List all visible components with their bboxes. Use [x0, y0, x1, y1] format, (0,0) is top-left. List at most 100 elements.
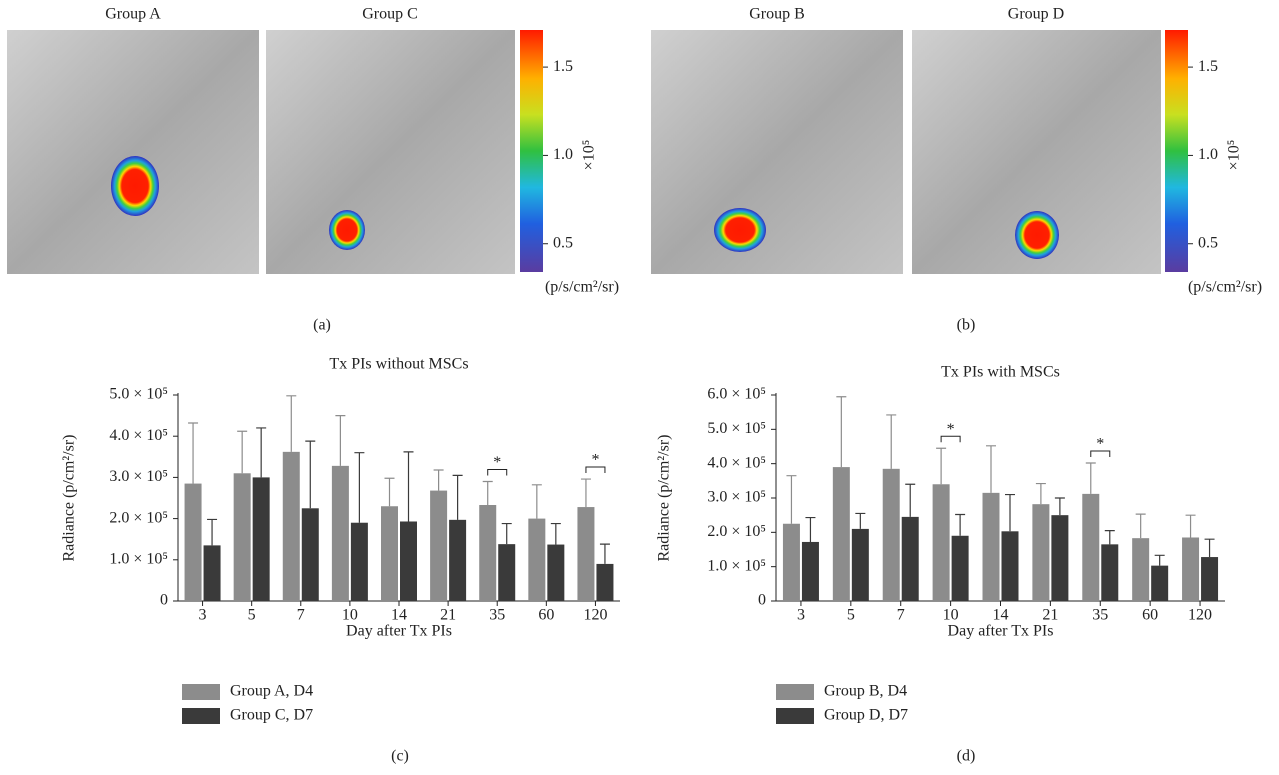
x-tick-label: 60: [538, 607, 554, 624]
colorbar-tick-label: 1.0: [553, 146, 573, 163]
error-bar: [955, 513, 966, 536]
legend-label: Group A, D4: [230, 683, 313, 700]
y-tick-label: 1.0 × 10⁵: [109, 550, 168, 567]
y-tick-label: 0: [758, 592, 766, 609]
x-tick-label: 7: [297, 607, 305, 624]
legend-label: Group D, D7: [824, 707, 908, 724]
y-tick-label: 3.0 × 10⁵: [109, 468, 168, 485]
x-axis-label: Day after Tx PIs: [948, 623, 1054, 640]
bar: [203, 545, 221, 601]
error-bar: [286, 395, 297, 452]
colorbar-tick-label: 1.5: [553, 58, 573, 75]
error-bar: [531, 484, 542, 519]
y-tick-label: 5.0 × 10⁵: [707, 420, 766, 437]
bar: [282, 451, 300, 601]
bar: [577, 507, 595, 601]
bar: [901, 516, 919, 601]
error-bar: [501, 522, 512, 545]
error-bar: [836, 396, 847, 468]
colorbar-tick-label: 1.5: [1198, 58, 1218, 75]
y-tick-label: 6.0 × 10⁵: [707, 386, 766, 403]
legend-swatch: [776, 684, 814, 700]
colorbar-tick-label: 0.5: [1198, 234, 1218, 251]
error-bar: [403, 451, 414, 522]
bar: [801, 541, 819, 601]
x-tick-label: 14: [391, 607, 407, 624]
bar: [528, 518, 546, 601]
error-bar: [1054, 497, 1065, 516]
signal-blob: [111, 156, 159, 216]
signal-blob: [714, 208, 766, 252]
x-tick-label: 21: [440, 607, 456, 624]
significance-mark: *: [591, 452, 599, 469]
photo: [651, 30, 903, 274]
colorbar-tick-label: 0.5: [553, 234, 573, 251]
x-tick-label: 120: [583, 607, 607, 624]
bar: [252, 477, 270, 601]
significance-bracket: [1090, 450, 1111, 457]
image-label: Group A: [105, 6, 161, 23]
y-tick-label: 4.0 × 10⁵: [109, 427, 168, 444]
colorbar-unit: (p/s/cm²/sr): [1188, 279, 1262, 296]
error-bar: [305, 440, 316, 509]
error-bar: [188, 422, 199, 484]
panel-label: (b): [957, 317, 976, 334]
colorbar-unit: (p/s/cm²/sr): [545, 279, 619, 296]
error-bar: [550, 522, 561, 545]
error-bar: [936, 447, 947, 485]
bar: [479, 505, 497, 601]
bar: [782, 523, 800, 601]
error-bar: [433, 469, 444, 491]
bar: [400, 521, 417, 601]
x-tick-label: 60: [1142, 607, 1158, 624]
signal-blob: [329, 210, 365, 250]
y-tick-label: 0: [160, 592, 168, 609]
error-bar: [786, 475, 797, 524]
significance-bracket: [940, 435, 961, 443]
bar: [430, 490, 448, 601]
error-bar: [1085, 462, 1096, 494]
error-bar: [1154, 554, 1165, 566]
colorbar-scale: ×10⁵: [581, 140, 598, 171]
x-tick-label: 21: [1042, 607, 1058, 624]
error-bar: [986, 445, 996, 493]
x-tick-label: 35: [1092, 607, 1108, 624]
error-bar: [1104, 530, 1115, 545]
legend-label: Group C, D7: [230, 707, 313, 724]
significance-bracket: [487, 469, 508, 476]
panel-label: (c): [391, 748, 409, 765]
image-label: Group C: [362, 6, 418, 23]
bar: [832, 467, 850, 601]
colorbar: [520, 30, 543, 272]
bar: [1001, 531, 1019, 601]
legend-swatch: [182, 708, 220, 724]
image-label: Group D: [1008, 6, 1064, 23]
x-tick-label: 5: [248, 607, 256, 624]
image-label: Group B: [749, 6, 805, 23]
bar: [350, 522, 368, 601]
chart-title: Tx PIs with MSCs: [941, 364, 1060, 381]
y-tick-label: 2.0 × 10⁵: [707, 523, 766, 540]
x-tick-label: 5: [847, 607, 855, 624]
x-tick-label: 120: [1188, 607, 1212, 624]
significance-bracket: [585, 466, 606, 474]
bar: [331, 465, 349, 601]
photo: [266, 30, 515, 274]
error-bar: [1185, 514, 1196, 538]
y-tick-label: 3.0 × 10⁵: [707, 489, 766, 506]
bar: [498, 544, 516, 601]
error-bar: [886, 414, 897, 469]
bar: [882, 468, 900, 601]
error-bar: [384, 477, 395, 507]
error-bar: [207, 518, 218, 546]
error-bar: [452, 474, 463, 520]
x-tick-label: 7: [897, 607, 905, 624]
significance-mark: *: [493, 454, 501, 471]
photo: [7, 30, 259, 274]
bar: [982, 492, 1000, 601]
chart-title: Tx PIs without MSCs: [329, 356, 468, 373]
error-bar: [237, 430, 248, 474]
bar: [1201, 557, 1219, 601]
y-axis-label: Radiance (p/cm²/sr): [61, 435, 78, 562]
